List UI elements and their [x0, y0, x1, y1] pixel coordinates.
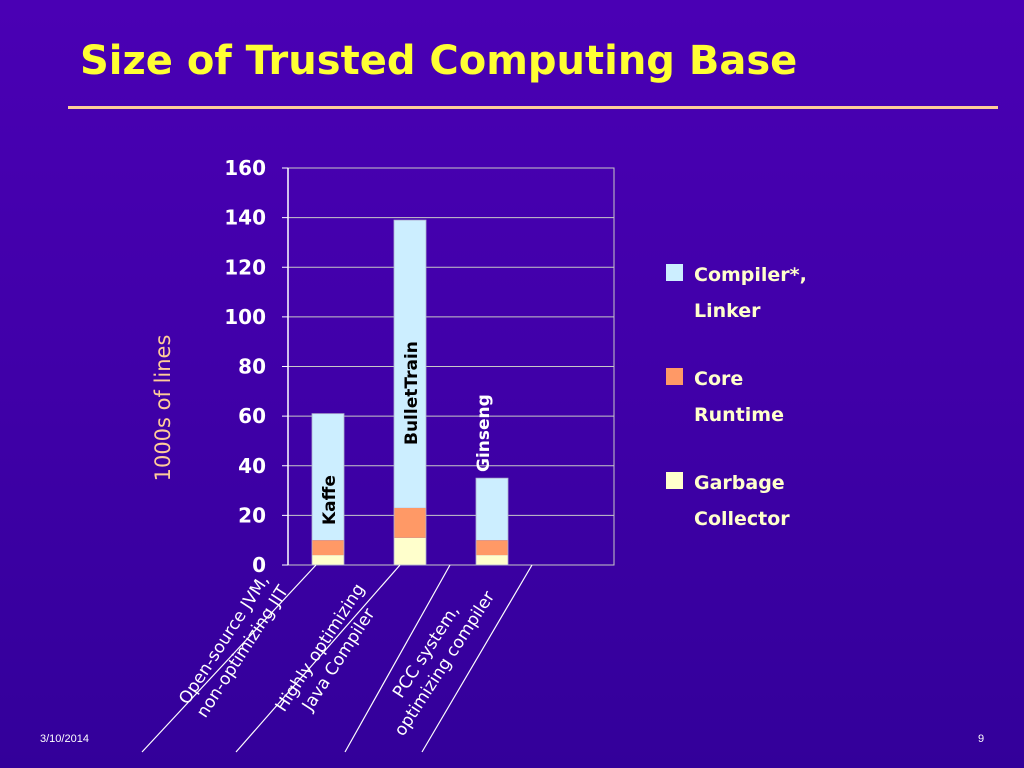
category-guide-line: [141, 564, 317, 753]
category-guide-line: [421, 564, 533, 753]
category-guide-line: [344, 564, 451, 753]
y-tick-label: 80: [238, 355, 266, 379]
y-tick-label: 0: [252, 553, 266, 577]
bar-segment: [476, 555, 508, 565]
legend-label-line: Linker: [694, 300, 761, 322]
bar-label: BulletTrain: [402, 341, 422, 445]
legend-swatch: [666, 368, 683, 385]
bar-segment: [476, 478, 508, 541]
y-tick-label: 160: [224, 156, 266, 180]
legend-label-line: Compiler*,: [694, 264, 807, 286]
page-number: 9: [978, 733, 985, 745]
legend-label-line: Collector: [694, 508, 790, 530]
legend-label-line: Garbage: [694, 472, 785, 494]
legend-swatch: [666, 472, 683, 489]
y-tick-label: 100: [224, 305, 266, 329]
bar-label: Kaffe: [320, 475, 340, 525]
bar-segment: [312, 555, 344, 565]
legend-label: Garbage Collector: [694, 472, 790, 530]
grid-lines: [282, 167, 615, 566]
category-labels: Open-source JVM,non-optimizing JITHighly…: [141, 564, 533, 753]
category-label: Highly optimizingJava Compiler: [272, 580, 388, 727]
legend-label: Compiler*, Linker: [694, 264, 807, 322]
category-label: PCC system,optimizing compiler: [372, 576, 499, 740]
category-guide-line: [235, 564, 401, 753]
bar-segment: [312, 540, 344, 556]
bar-segment: [394, 507, 426, 538]
y-tick-labels: 0 20 40 60 80 100 120 140 160: [224, 156, 266, 577]
y-tick-label: 140: [224, 206, 266, 230]
legend: Compiler*, Linker Core Runtime Garbage Collec…: [666, 264, 807, 530]
legend-label-line: Runtime: [694, 404, 784, 426]
bar-segment: [394, 537, 426, 565]
bar-segment: [312, 413, 344, 541]
bar-outline: [393, 219, 427, 566]
slide-title: Size of Trusted Computing Base: [80, 38, 798, 84]
bars: [311, 219, 509, 566]
legend-swatch: [666, 264, 683, 281]
y-tick-label: 40: [238, 454, 266, 478]
legend-label: Core Runtime: [694, 368, 784, 426]
bar-labels: Kaffe BulletTrain Ginseng: [320, 341, 494, 525]
legend-label-line: Core: [694, 368, 743, 390]
bar-outline: [475, 477, 509, 566]
y-axis-label: 1000s of lines: [151, 335, 175, 482]
y-tick-label: 60: [238, 404, 266, 428]
y-tick-label: 20: [238, 503, 266, 527]
bar-segment: [476, 540, 508, 556]
bar-label: Ginseng: [474, 394, 494, 472]
footer-date: 3/10/2014: [40, 733, 89, 745]
bar-segment: [394, 220, 426, 508]
y-tick-label: 120: [224, 255, 266, 279]
title-divider: [68, 106, 998, 109]
bar-outline: [311, 413, 345, 566]
